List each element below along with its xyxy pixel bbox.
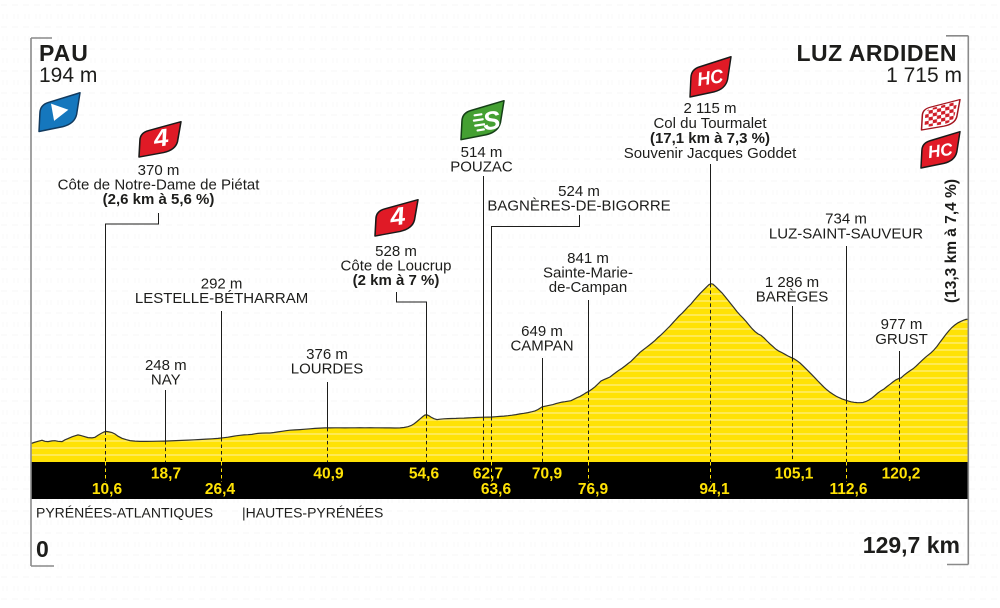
svg-text:63,6: 63,6 — [481, 481, 512, 498]
svg-text:Souvenir Jacques Goddet: Souvenir Jacques Goddet — [624, 145, 797, 162]
svg-text:841 m: 841 m — [567, 250, 609, 267]
svg-text:PYRÉNÉES-ATLANTIQUES: PYRÉNÉES-ATLANTIQUES — [36, 505, 213, 521]
svg-text:977 m: 977 m — [881, 316, 923, 333]
svg-text:292 m: 292 m — [201, 276, 243, 293]
svg-text:Côte de Loucrup: Côte de Loucrup — [341, 258, 452, 275]
svg-text:de-Campan: de-Campan — [549, 279, 627, 296]
svg-text:524 m: 524 m — [558, 183, 600, 200]
svg-text:GRUST: GRUST — [875, 331, 928, 348]
svg-text:514 m: 514 m — [461, 144, 503, 161]
svg-text:4: 4 — [387, 201, 408, 231]
svg-text:(13,3 km à 7,4 %): (13,3 km à 7,4 %) — [943, 179, 960, 303]
svg-text:LOURDES: LOURDES — [291, 361, 364, 378]
svg-text:248 m: 248 m — [145, 357, 187, 374]
svg-text:S: S — [481, 104, 503, 136]
svg-text:376 m: 376 m — [306, 346, 348, 363]
svg-text:1 286 m: 1 286 m — [765, 274, 819, 291]
svg-text:370 m: 370 m — [138, 162, 180, 179]
svg-text:18,7: 18,7 — [151, 466, 181, 483]
svg-text:0: 0 — [36, 536, 49, 562]
svg-text:129,7 km: 129,7 km — [863, 532, 960, 558]
svg-text:62,7: 62,7 — [473, 466, 503, 483]
svg-text:(17,1 km à 7,3 %): (17,1 km à 7,3 %) — [650, 130, 770, 147]
svg-text:BARÈGES: BARÈGES — [756, 289, 829, 306]
svg-text:10,6: 10,6 — [92, 481, 123, 498]
svg-text:54,6: 54,6 — [409, 466, 440, 483]
svg-text:CAMPAN: CAMPAN — [510, 338, 573, 355]
svg-text:76,9: 76,9 — [578, 481, 609, 498]
svg-text:94,1: 94,1 — [699, 481, 730, 498]
svg-text:Sainte-Marie-: Sainte-Marie- — [543, 265, 633, 282]
svg-text:120,2: 120,2 — [882, 466, 921, 483]
svg-text:LUZ-SAINT-SAUVEUR: LUZ-SAINT-SAUVEUR — [769, 226, 923, 243]
svg-text:4: 4 — [151, 124, 171, 152]
svg-text:(2 km à 7 %): (2 km à 7 %) — [353, 272, 440, 289]
svg-text:NAY: NAY — [151, 372, 181, 389]
svg-text:70,9: 70,9 — [532, 466, 563, 483]
svg-text:649 m: 649 m — [521, 323, 563, 340]
svg-text:2 115 m: 2 115 m — [683, 100, 736, 117]
svg-text:HC: HC — [696, 65, 725, 90]
svg-text:BAGNÈRES-DE-BIGORRE: BAGNÈRES-DE-BIGORRE — [487, 198, 670, 215]
svg-text:Côte de Notre-Dame de Piétat: Côte de Notre-Dame de Piétat — [58, 177, 261, 194]
svg-text:|HAUTES-PYRÉNÉES: |HAUTES-PYRÉNÉES — [242, 505, 383, 521]
svg-text:PAU: PAU — [39, 40, 89, 66]
svg-text:112,6: 112,6 — [830, 481, 868, 498]
svg-text:HC: HC — [927, 139, 955, 162]
svg-text:528 m: 528 m — [375, 243, 417, 260]
svg-text:194 m: 194 m — [39, 64, 97, 87]
svg-text:1 715 m: 1 715 m — [886, 64, 962, 87]
svg-text:(2,6 km à 5,6 %): (2,6 km à 5,6 %) — [103, 191, 215, 208]
svg-text:40,9: 40,9 — [313, 466, 344, 483]
svg-text:105,1: 105,1 — [775, 466, 814, 483]
svg-text:POUZAC: POUZAC — [450, 159, 513, 176]
svg-text:Col du Tourmalet: Col du Tourmalet — [653, 115, 767, 132]
svg-text:LUZ ARDIDEN: LUZ ARDIDEN — [796, 40, 957, 66]
svg-text:734 m: 734 m — [825, 211, 867, 228]
svg-text:LESTELLE-BÉTHARRAM: LESTELLE-BÉTHARRAM — [135, 290, 308, 307]
svg-text:26,4: 26,4 — [205, 481, 236, 498]
